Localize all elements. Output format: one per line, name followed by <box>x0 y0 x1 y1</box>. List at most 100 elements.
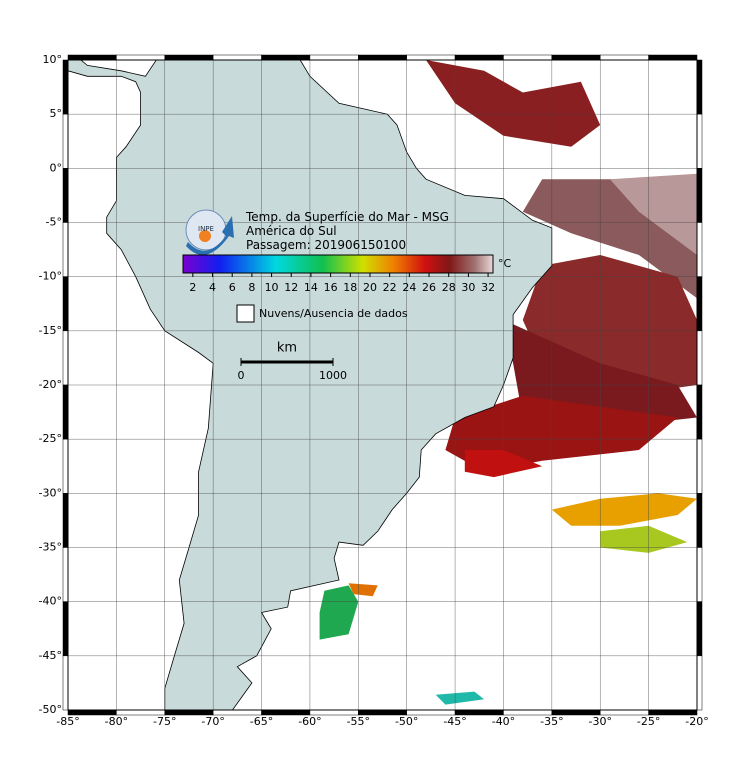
frame-segment <box>62 438 69 494</box>
sst-patch <box>609 173 697 255</box>
frame-segment <box>164 709 214 716</box>
y-tick-label: -15° <box>39 324 62 337</box>
x-tick-label: -35° <box>540 715 563 728</box>
y-tick-label: -35° <box>39 541 62 554</box>
frame-segment <box>62 655 69 711</box>
x-tick-label: -30° <box>588 715 611 728</box>
sst-patch <box>600 525 688 553</box>
map-frame <box>67 59 698 711</box>
colorbar-tick-label: 10 <box>265 281 279 294</box>
colorbar-tick-label: 4 <box>209 281 216 294</box>
colorbar-tick-label: 26 <box>422 281 436 294</box>
x-tick-label: -65° <box>250 715 273 728</box>
frame-segment <box>309 709 359 716</box>
frame-segment <box>62 113 69 169</box>
x-tick-label: -80° <box>105 715 128 728</box>
frame-segment <box>309 54 359 61</box>
y-tick-label: 10° <box>43 53 63 66</box>
y-tick-label: -25° <box>39 432 62 445</box>
y-tick-label: -30° <box>39 486 62 499</box>
frame-segment <box>212 709 262 716</box>
frame-segment <box>62 168 69 223</box>
frame-segment <box>696 601 703 657</box>
scale-tick-label: 1000 <box>319 369 347 382</box>
colorbar-tick-label: 18 <box>343 281 357 294</box>
colorbar-tick-label: 8 <box>248 281 255 294</box>
title-line: Passagem: 201906150100 <box>246 238 406 252</box>
frame-segment <box>62 547 69 602</box>
frame-segment <box>406 54 456 61</box>
title-line: América do Sul <box>246 224 337 238</box>
logo-text: INPE <box>198 225 214 233</box>
frame-segment <box>358 54 407 61</box>
sst-patch <box>426 60 601 147</box>
frame-segment <box>62 59 69 115</box>
frame-segment <box>67 54 117 61</box>
frame-segment <box>164 54 214 61</box>
frame-segment <box>454 54 504 61</box>
frame-segment <box>696 547 703 602</box>
legend-swatch <box>236 304 255 323</box>
y-tick-label: -10° <box>39 270 62 283</box>
frame-segment <box>696 168 703 223</box>
frame-segment <box>696 59 703 115</box>
map-area <box>68 60 697 710</box>
sst-patch <box>348 583 378 597</box>
frame-segment <box>116 709 166 716</box>
x-tick-label: -75° <box>153 715 176 728</box>
frame-segment <box>67 709 117 716</box>
frame-segment <box>696 384 703 440</box>
frame-segment <box>696 438 703 494</box>
colorbar-tick-label: 12 <box>284 281 298 294</box>
colorbar-tick-label: 16 <box>324 281 338 294</box>
scale-unit: km <box>277 341 297 356</box>
frame-segment <box>62 330 69 386</box>
legend-label: Nuvens/Ausencia de dados <box>259 307 408 320</box>
colorbar-tick-label: 6 <box>229 281 236 294</box>
y-tick-label: -20° <box>39 378 62 391</box>
colorbar-tick-label: 2 <box>189 281 196 294</box>
x-tick-label: -70° <box>201 715 224 728</box>
x-tick-label: -50° <box>395 715 418 728</box>
frame-segment <box>696 276 703 332</box>
sst-patch <box>319 585 359 640</box>
frame-segment <box>696 222 703 277</box>
frame-segment <box>454 709 504 716</box>
y-tick-label: -50° <box>39 703 62 716</box>
frame-segment <box>261 709 311 716</box>
x-tick-label: -45° <box>443 715 466 728</box>
colorbar-tick-label: 14 <box>304 281 318 294</box>
y-tick-label: -40° <box>39 595 62 608</box>
colorbar-tick-label: 32 <box>481 281 495 294</box>
x-tick-label: -20° <box>685 715 708 728</box>
x-tick-label: -25° <box>637 715 660 728</box>
title-line: Temp. da Superfície do Mar - MSG <box>245 210 449 224</box>
frame-segment <box>62 601 69 657</box>
overlay: INPE Temp. da Superfície do Mar - MSG Am… <box>182 209 512 356</box>
sst-patch <box>435 691 485 705</box>
x-tick-label: -40° <box>492 715 515 728</box>
y-tick-label: 0° <box>50 161 63 174</box>
frame-segment <box>599 709 649 716</box>
frame-segment <box>696 493 703 548</box>
sst-patch <box>551 493 697 526</box>
y-tick-label: -5° <box>46 216 62 229</box>
frame-segment <box>406 709 456 716</box>
frame-segment <box>62 276 69 332</box>
frame-segment <box>116 54 166 61</box>
frame-segment <box>62 493 69 548</box>
colorbar-tick-label: 28 <box>442 281 456 294</box>
frame-segment <box>62 384 69 440</box>
frame-segment <box>648 54 698 61</box>
colorbar-unit: °C <box>498 257 512 270</box>
frame-segment <box>696 655 703 711</box>
scale-tick-label: 0 <box>238 369 245 382</box>
colorbar-tick-label: 24 <box>402 281 416 294</box>
x-tick-label: -55° <box>347 715 370 728</box>
frame-segment <box>261 54 311 61</box>
frame-segment <box>62 222 69 277</box>
frame-segment <box>212 54 262 61</box>
frame-segment <box>551 709 601 716</box>
colorbar-tick-label: 22 <box>383 281 397 294</box>
